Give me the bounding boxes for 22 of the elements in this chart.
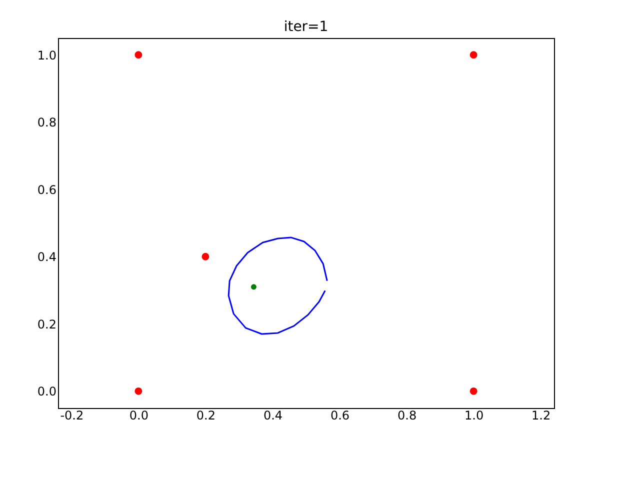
point bbox=[134, 387, 142, 395]
x-tick-label: 1.0 bbox=[464, 408, 484, 422]
point bbox=[202, 252, 210, 260]
x-tick-label: 0.0 bbox=[129, 408, 148, 422]
x-tick-label: 1.2 bbox=[532, 408, 551, 422]
x-tick-label: 0.8 bbox=[397, 408, 417, 422]
x-tick-label: -0.2 bbox=[60, 408, 84, 422]
point bbox=[470, 51, 478, 59]
point bbox=[250, 284, 256, 290]
point bbox=[470, 387, 478, 395]
x-tick-label: 0.4 bbox=[263, 408, 283, 422]
y-tick-label: 0.2 bbox=[37, 317, 56, 332]
chart-title: iter=1 bbox=[284, 19, 328, 35]
y-tick-label: 1.0 bbox=[37, 48, 56, 62]
y-tick-label: 0.0 bbox=[37, 384, 56, 399]
y-tick-label: 0.6 bbox=[37, 182, 56, 197]
line-series bbox=[228, 236, 328, 335]
point bbox=[134, 51, 142, 59]
y-tick-label: 0.4 bbox=[37, 250, 56, 264]
y-tick-label: 0.8 bbox=[37, 116, 56, 130]
x-tick-label: 0.6 bbox=[330, 408, 350, 422]
x-tick-label: 0.2 bbox=[196, 408, 216, 422]
